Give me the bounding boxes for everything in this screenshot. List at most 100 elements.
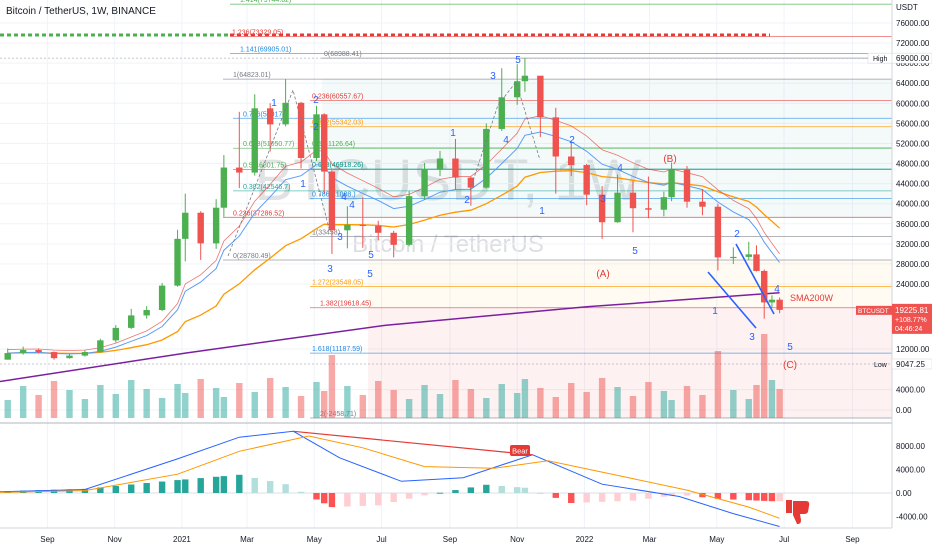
wave-label: 3: [327, 264, 333, 275]
bear-label: Bear: [512, 447, 528, 456]
volume-bar: [745, 399, 752, 418]
macd-histogram-bar: [359, 493, 367, 506]
volume-bar: [313, 382, 320, 418]
time-axis-label: Sep: [845, 535, 860, 544]
price-axis-currency: USDT: [896, 3, 918, 12]
candle-body: [714, 206, 722, 258]
volume-bar: [714, 351, 722, 418]
macd-histogram-bar: [436, 492, 444, 494]
candle-body: [776, 299, 783, 310]
time-axis-label: May: [307, 535, 322, 544]
time-axis[interactable]: Sep Nov 2021 Mar May Jul Sep Nov 2022 Mar May Jul Se…: [0, 527, 892, 544]
wave-label: 2: [569, 135, 575, 146]
wave-label: 4: [503, 135, 509, 146]
fib-label: 1.141(69905.01): [240, 47, 291, 54]
price-axis-label: 4000.00: [896, 386, 925, 395]
volume-bar: [699, 395, 706, 418]
candle-body: [66, 355, 73, 359]
wave-label: 5: [367, 269, 373, 280]
macd-histogram-bar: [537, 492, 544, 494]
high-value-box: [891, 52, 932, 64]
volume-bar: [81, 399, 89, 418]
volume-bar: [467, 389, 475, 418]
wave-label: 4: [341, 192, 347, 203]
macd-histogram-bar: [730, 493, 737, 500]
candle-body: [521, 75, 529, 82]
candle-body: [498, 97, 505, 129]
macd-histogram-bar: [614, 493, 621, 502]
macd-histogram-bar: [174, 480, 181, 493]
macd-histogram-bar: [768, 493, 776, 502]
wave-label: 1: [450, 128, 456, 139]
candle-body: [761, 270, 768, 303]
macd-axis-label: -4000.00: [896, 513, 928, 522]
fib-label: 0.236(60557.67): [312, 94, 363, 101]
candle-body: [645, 208, 652, 210]
price-axis-label: 24000.00: [896, 280, 930, 289]
price-axis[interactable]: USDT 76000.00 72000.00 68000.00 64000.00 6000…: [856, 0, 932, 550]
fib-label: 1.236(73329.05): [232, 29, 283, 36]
macd-histogram-bar: [297, 491, 305, 493]
candle-body: [143, 310, 150, 316]
price-axis-label: 56000.00: [896, 119, 930, 128]
candle-body: [197, 212, 204, 244]
volume-bar: [598, 378, 606, 418]
candle-body: [598, 194, 606, 223]
candle-body: [467, 177, 475, 188]
volume-bar: [359, 395, 367, 418]
price-axis-label: 76000.00: [896, 19, 930, 28]
price-axis-label: 40000.00: [896, 200, 930, 209]
candle-body: [128, 315, 135, 328]
candle-body: [537, 75, 544, 118]
candle-body: [236, 167, 243, 173]
candle-body: [297, 102, 305, 159]
macd-histogram-bar: [421, 493, 428, 496]
candle-body: [282, 102, 289, 125]
fib-label: 1.382(19618.45): [320, 301, 371, 308]
price-axis-label: 32000.00: [896, 240, 930, 249]
macd-axis-label: 4000.00: [896, 466, 925, 475]
volume-bar: [344, 386, 351, 418]
macd-histogram-bar: [182, 479, 189, 493]
volume-bar: [182, 393, 189, 418]
fib-label: 0.382(55342.03): [312, 120, 363, 127]
low-value: 9047.25: [896, 360, 925, 369]
wave-label: 1: [271, 98, 277, 109]
candle-body: [745, 254, 752, 257]
fib-label: 1.272(23548.05): [312, 279, 363, 286]
fib-label: 0.618(51050.77): [243, 141, 294, 148]
candle-layer[interactable]: [4, 58, 783, 360]
volume-bar: [112, 394, 119, 418]
fib-label: 0.5(46801.75): [243, 163, 287, 170]
wedge-lower-line: [707, 271, 757, 329]
fib-zone-mid: [368, 260, 892, 308]
volume-bar: [297, 396, 305, 418]
candle-body: [552, 117, 559, 157]
candle-body: [699, 201, 706, 207]
macd-histogram-bar: [745, 493, 752, 501]
macd-histogram-bar: [714, 493, 722, 499]
high-tag-label: High: [873, 56, 888, 63]
time-axis-label: Nov: [510, 535, 524, 544]
volume-bar: [405, 399, 413, 418]
time-axis-label: Nov: [108, 535, 122, 544]
price-axis-label: 48000.00: [896, 160, 930, 169]
macd-histogram-bar: [344, 493, 351, 507]
candle-body: [568, 156, 575, 166]
macd-histogram-bar: [236, 474, 243, 493]
macd-histogram-bar: [753, 493, 760, 501]
candle-body: [614, 192, 621, 223]
macd-histogram-bar: [645, 493, 652, 499]
wave-label: 4: [349, 200, 355, 211]
macd-histogram-bar: [683, 493, 691, 496]
chart-title: Bitcoin / TetherUS, 1W, BINANCE: [6, 6, 156, 17]
volume-bar: [97, 385, 104, 418]
macd-histogram-bar: [552, 493, 559, 498]
fib-label: 1(64823.01): [233, 72, 271, 79]
volume-bar: [220, 397, 228, 418]
macd-histogram-bar: [251, 477, 258, 493]
fib-label: 0(28780.49): [233, 253, 271, 260]
candle-body: [375, 225, 382, 233]
